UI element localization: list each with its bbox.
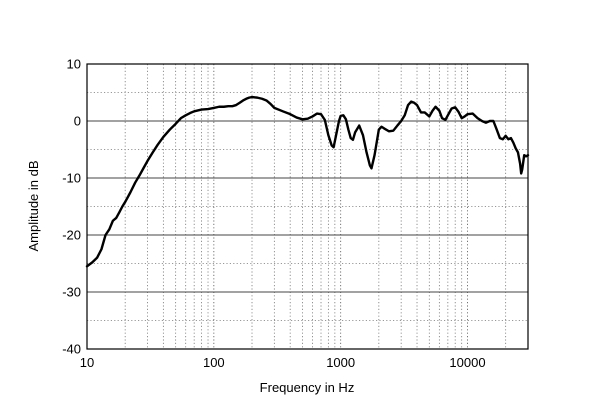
x-tick-label: 1000 [326,355,355,370]
x-tick-label: 10 [80,355,94,370]
y-tick-label: -10 [62,171,81,186]
plot-frame [86,63,529,350]
y-tick-label: -30 [62,285,81,300]
y-tick-label: -20 [62,228,81,243]
y-axis-title: Amplitude in dB [26,160,41,251]
x-tick-labels: 10 100 1000 10000 [80,355,486,370]
grid [87,64,528,349]
amplitude-response-line [85,95,530,268]
y-tick-label: 0 [74,114,81,129]
y-tick-label: 10 [67,57,81,72]
y-tick-label: -40 [62,342,81,357]
y-tick-labels: 10 0 -10 -20 -30 -40 [62,57,81,357]
x-tick-label: 100 [203,355,225,370]
x-axis-title: Frequency in Hz [260,380,355,395]
x-tick-label: 10000 [449,355,485,370]
